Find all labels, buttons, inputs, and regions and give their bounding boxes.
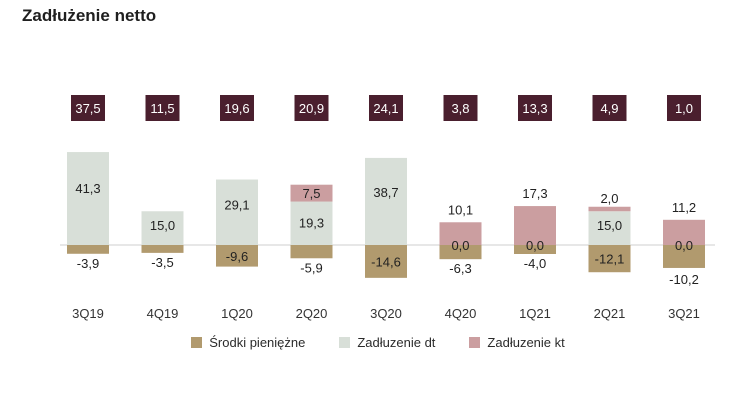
category-label-1Q21: 1Q21 xyxy=(519,306,551,321)
total-box-1Q21 xyxy=(518,95,552,121)
long-term-debt-label-1Q21: 0,0 xyxy=(526,238,544,253)
bar-short-term-debt-2Q20 xyxy=(290,184,333,202)
total-label-2Q20: 20,9 xyxy=(299,101,324,116)
bar-long-term-debt-2Q21 xyxy=(588,211,631,245)
bar-cash-3Q21 xyxy=(663,245,705,268)
total-label-1Q21: 13,3 xyxy=(522,101,547,116)
category-label-1Q20: 1Q20 xyxy=(221,306,253,321)
total-box-4Q20 xyxy=(443,95,478,121)
bar-cash-3Q19 xyxy=(67,245,109,254)
bar-long-term-debt-3Q19 xyxy=(67,152,109,245)
total-box-4Q19 xyxy=(145,95,180,121)
bar-cash-3Q20 xyxy=(365,245,407,278)
total-label-4Q19: 11,5 xyxy=(150,101,174,116)
legend-item-long-term-debt: Zadłuzenie dt xyxy=(339,335,435,350)
bar-cash-1Q21 xyxy=(514,245,556,254)
category-label-2Q21: 2Q21 xyxy=(594,306,626,321)
short-term-debt-label-3Q21: 11,2 xyxy=(672,200,696,215)
total-label-3Q20: 24,1 xyxy=(373,101,398,116)
cash-label-1Q21: -4,0 xyxy=(524,256,546,271)
long-term-debt-label-2Q20: 19,3 xyxy=(299,215,324,230)
bar-cash-2Q21 xyxy=(588,245,631,273)
bar-cash-1Q20 xyxy=(216,245,258,267)
total-box-3Q20 xyxy=(369,95,403,121)
chart-title: Zadłużenie netto xyxy=(22,6,157,25)
long-term-debt-label-4Q19: 15,0 xyxy=(150,218,175,233)
category-label-3Q19: 3Q19 xyxy=(72,306,104,321)
bar-long-term-debt-3Q20 xyxy=(365,157,407,245)
cash-label-4Q20: -6,3 xyxy=(449,261,471,276)
category-label-4Q19: 4Q19 xyxy=(147,306,179,321)
legend-label-short-term-debt: Zadłuzenie kt xyxy=(487,335,565,350)
legend-swatch-long-term-debt xyxy=(339,337,351,348)
total-box-1Q20 xyxy=(220,95,254,121)
bar-long-term-debt-4Q19 xyxy=(141,211,184,245)
cash-label-4Q19: -3,5 xyxy=(151,255,173,270)
long-term-debt-label-2Q21: 15,0 xyxy=(597,218,622,233)
bar-short-term-debt-1Q21 xyxy=(514,206,556,245)
legend-item-short-term-debt: Zadłuzenie kt xyxy=(469,335,565,350)
bar-short-term-debt-2Q21 xyxy=(588,206,631,212)
bar-long-term-debt-1Q20 xyxy=(216,179,258,245)
legend-item-cash: Środki pieniężne xyxy=(191,335,305,350)
total-box-2Q21 xyxy=(592,95,627,121)
total-box-3Q19 xyxy=(71,95,105,121)
cash-label-2Q21: -12,1 xyxy=(595,252,625,267)
total-box-2Q20 xyxy=(294,95,329,121)
long-term-debt-label-4Q20: 0,0 xyxy=(451,238,469,253)
bar-cash-2Q20 xyxy=(290,245,333,259)
category-label-2Q20: 2Q20 xyxy=(296,306,328,321)
cash-label-3Q19: -3,9 xyxy=(77,256,99,271)
category-label-3Q21: 3Q21 xyxy=(668,306,700,321)
long-term-debt-label-3Q20: 38,7 xyxy=(373,185,398,200)
short-term-debt-label-2Q20: 7,5 xyxy=(302,186,320,201)
total-label-3Q19: 37,5 xyxy=(75,101,100,116)
bar-cash-4Q20 xyxy=(439,245,482,260)
cash-label-3Q20: -14,6 xyxy=(371,254,401,269)
legend-swatch-cash xyxy=(191,337,203,348)
category-label-4Q20: 4Q20 xyxy=(445,306,477,321)
total-box-3Q21 xyxy=(667,95,701,121)
legend-label-cash: Środki pieniężne xyxy=(209,335,306,350)
category-label-3Q20: 3Q20 xyxy=(370,306,402,321)
total-label-2Q21: 4,9 xyxy=(600,101,618,116)
long-term-debt-label-3Q21: 0,0 xyxy=(675,238,693,253)
bar-cash-4Q19 xyxy=(141,245,184,253)
bar-short-term-debt-4Q20 xyxy=(439,222,482,245)
total-label-1Q20: 19,6 xyxy=(224,101,249,116)
cash-label-3Q21: -10,2 xyxy=(669,272,699,287)
short-term-debt-label-2Q21: 2,0 xyxy=(600,191,618,206)
total-label-4Q20: 3,8 xyxy=(451,101,469,116)
bar-long-term-debt-2Q20 xyxy=(290,201,333,245)
total-label-3Q21: 1,0 xyxy=(675,101,693,116)
long-term-debt-label-3Q19: 41,3 xyxy=(75,181,100,196)
bar-short-term-debt-3Q21 xyxy=(663,219,705,245)
legend-swatch-short-term-debt xyxy=(469,337,481,348)
long-term-debt-label-1Q20: 29,1 xyxy=(224,198,249,213)
legend: Środki pieniężne Zadłuzenie dt Zadłuzeni… xyxy=(0,335,756,350)
cash-label-2Q20: -5,9 xyxy=(300,260,322,275)
short-term-debt-label-1Q21: 17,3 xyxy=(522,186,547,201)
legend-label-long-term-debt: Zadłuzenie dt xyxy=(357,335,436,350)
cash-label-1Q20: -9,6 xyxy=(226,249,248,264)
short-term-debt-label-4Q20: 10,1 xyxy=(448,202,473,217)
